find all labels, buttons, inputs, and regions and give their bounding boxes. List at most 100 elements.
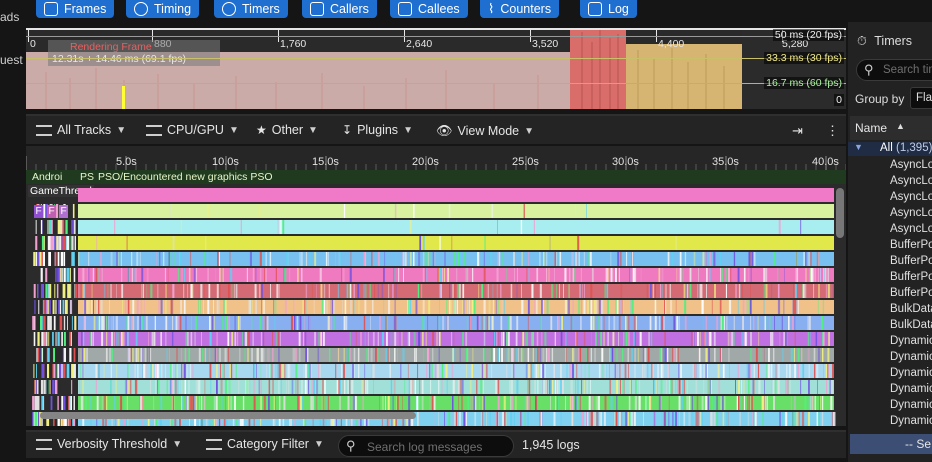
frames-ruler-line: [26, 28, 846, 30]
timer-list-item[interactable]: Dynamic: [890, 335, 932, 347]
plugins-menu[interactable]: ↧ Plugins ▼: [342, 123, 413, 137]
vertical-dots-icon: ⋮: [826, 123, 839, 138]
tab-timing[interactable]: Timing: [126, 0, 200, 18]
tree-all-label: All (1,395): [880, 142, 932, 154]
ruler-tick: [278, 28, 279, 42]
timer-list-item[interactable]: Dynamic: [890, 399, 932, 411]
group-by-select[interactable]: Flat: [910, 87, 932, 109]
timer-list-item[interactable]: AsyncLo: [890, 159, 932, 171]
tooltip-title: Rendering Frame: [70, 41, 152, 53]
tab-callers-label: Callers: [330, 2, 369, 16]
column-name-label: Name: [855, 121, 888, 135]
timeline-view[interactable]: 5.0s 10.0s 15.0s 20.0s 25.0s 30.0s 35.0s…: [26, 146, 846, 426]
search-icon: ⚲: [864, 62, 874, 77]
cpu-gpu-menu[interactable]: CPU/GPU ▼: [146, 123, 239, 137]
frame-marker-box: F: [59, 205, 68, 218]
timer-list-item[interactable]: BufferPo: [890, 287, 932, 299]
tab-callees[interactable]: Callees: [390, 0, 468, 18]
selected-frame[interactable]: [122, 86, 125, 109]
log-toolbar: Verbosity Threshold ▼ Category Filter ▼ …: [26, 430, 846, 458]
threshold-label-zero: 0: [834, 94, 844, 106]
sort-ascending-icon: ▲: [896, 121, 905, 131]
tab-callers[interactable]: Callers: [302, 0, 377, 18]
tab-frames[interactable]: Frames: [36, 0, 115, 18]
verbosity-threshold-menu[interactable]: Verbosity Threshold ▼: [36, 437, 182, 451]
ruler-label: 3,520: [532, 38, 559, 50]
cpu-gpu-label: CPU/GPU: [167, 123, 224, 137]
chevron-down-icon: ▼: [524, 125, 535, 137]
go-to-end-button[interactable]: ⇥: [792, 123, 803, 139]
eye-icon: 👁: [436, 123, 453, 138]
timer-list-item[interactable]: AsyncLo: [890, 207, 932, 219]
tree-row-all[interactable]: ▼ All (1,395): [848, 142, 932, 156]
ruler-label: 1,760: [280, 38, 307, 50]
arrow-to-end-icon: ⇥: [792, 123, 803, 138]
left-sidebar: [0, 0, 26, 462]
timer-list-item[interactable]: Dynamic: [890, 367, 932, 379]
log-search-input[interactable]: ⚲ Search log messages: [338, 435, 514, 457]
all-tracks-menu[interactable]: All Tracks ▼: [36, 123, 126, 137]
timer-list-item[interactable]: BulkData: [890, 319, 932, 331]
timer-list-item[interactable]: BulkData: [890, 303, 932, 315]
track-label-gamethread[interactable]: GameThread: [28, 185, 94, 197]
ruler-tick: [656, 28, 657, 42]
category-filter-menu[interactable]: Category Filter ▼: [206, 437, 324, 451]
timer-list-item[interactable]: Dynamic: [890, 415, 932, 427]
axis-ticks: [26, 156, 846, 170]
timing-events: [32, 204, 836, 426]
track-band: [78, 236, 834, 250]
axis-label: 20.0s: [412, 156, 439, 168]
all-tracks-label: All Tracks: [57, 123, 112, 137]
timer-list-item[interactable]: AsyncLo: [890, 175, 932, 187]
category-label: Category Filter: [227, 437, 309, 451]
timing-toolbar: All Tracks ▼ CPU/GPU ▼ ★ Other ▼ ↧ Plugi…: [26, 114, 846, 144]
threshold-line-50ms: [26, 36, 846, 37]
timers-search-input[interactable]: ⚲ Search timers: [856, 59, 932, 81]
chevron-down-icon: ▼: [228, 124, 239, 136]
chevron-down-icon: ▼: [403, 124, 413, 136]
chevron-down-icon: ▼: [308, 124, 318, 136]
more-options-button[interactable]: ⋮: [826, 123, 839, 139]
marker-android: Androi: [32, 171, 63, 183]
tab-timers[interactable]: Timers: [214, 0, 288, 18]
verbosity-label: Verbosity Threshold: [57, 437, 168, 451]
timer-list-item[interactable]: AsyncLo: [890, 223, 932, 235]
collapse-arrow-icon: ▼: [854, 142, 863, 152]
timers-column-header[interactable]: Name ▲: [850, 116, 932, 140]
ruler-tick: [28, 28, 29, 42]
filter-icon: [36, 438, 52, 450]
timer-list-item[interactable]: Dynamic: [890, 383, 932, 395]
marker-ps: PS: [80, 171, 95, 183]
search-icon: ⚲: [346, 438, 356, 453]
tree-all-text: All: [880, 142, 893, 154]
ruler-label: 0: [30, 38, 36, 50]
tree-all-count: (1,395): [895, 142, 932, 154]
tab-timers-label: Timers: [242, 2, 280, 16]
timers-footer-label: -- Se: [905, 437, 932, 451]
ruler-tick: [404, 28, 405, 42]
view-mode-menu[interactable]: 👁 View Mode ▼: [436, 123, 534, 139]
timers-footer: -- Se: [850, 434, 932, 454]
frames-area-slow: [570, 28, 626, 109]
axis-label: 35.0s: [712, 156, 739, 168]
timer-list-item[interactable]: BufferPo: [890, 239, 932, 251]
track-band: [78, 268, 834, 282]
tab-log[interactable]: Log: [580, 0, 637, 18]
timer-list-item[interactable]: AsyncLo: [890, 191, 932, 203]
vertical-scrollbar[interactable]: [836, 188, 844, 238]
track-band: [78, 332, 834, 346]
filter-icon: [206, 438, 222, 450]
ruler-label: 5,280: [782, 38, 809, 50]
timer-list-item[interactable]: Dynamic: [890, 351, 932, 363]
horizontal-scrollbar[interactable]: [40, 412, 416, 419]
timer-list-item[interactable]: BufferPo: [890, 255, 932, 267]
sidebar-item-threads[interactable]: ads: [0, 10, 20, 24]
sidebar-item-request[interactable]: uest: [0, 53, 23, 67]
stopwatch-icon: ⏱: [857, 34, 867, 48]
timer-list-item[interactable]: BufferPo: [890, 271, 932, 283]
other-menu[interactable]: ★ Other ▼: [256, 123, 318, 137]
track-band: [78, 220, 834, 234]
frames-graph[interactable]: 0 880 1,760 2,640 3,520 4,400 5,280 Rend…: [26, 28, 846, 109]
tab-counters[interactable]: ⌇ Counters: [480, 0, 560, 18]
axis-label: 30.0s: [612, 156, 639, 168]
